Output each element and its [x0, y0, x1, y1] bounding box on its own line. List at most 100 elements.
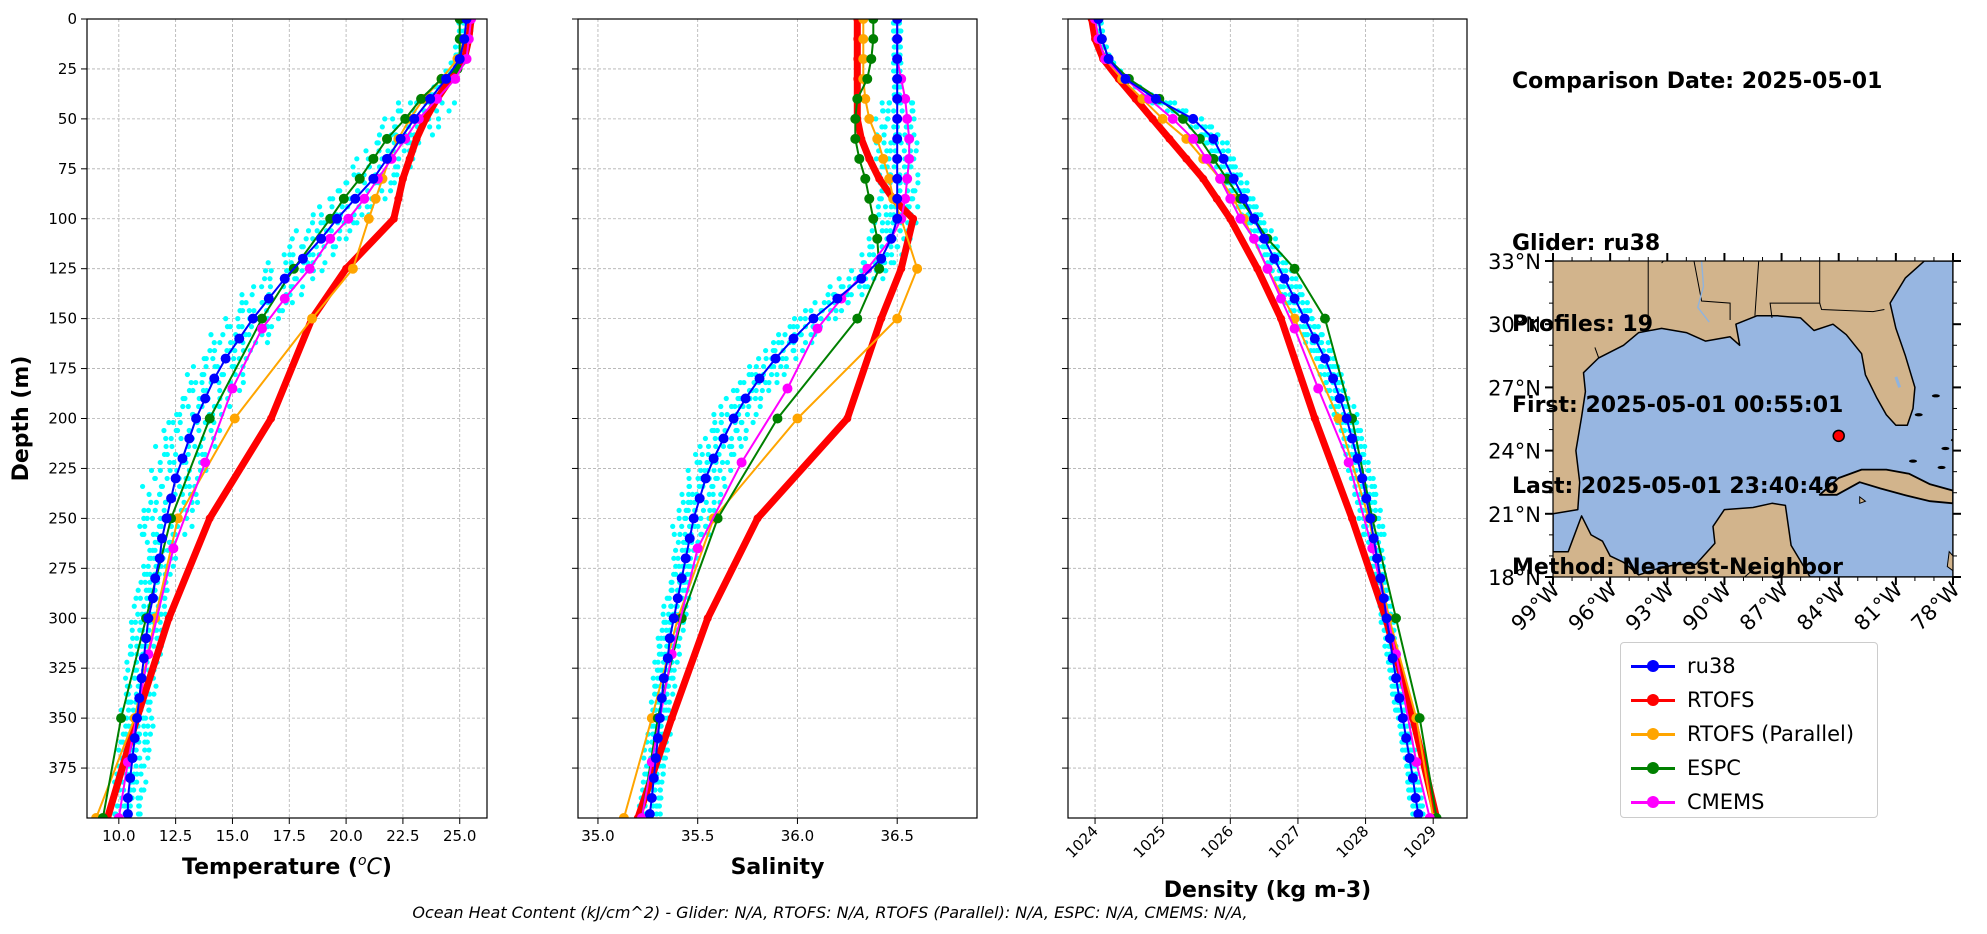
glider-profile-point [879, 220, 886, 226]
glider-profile-point [870, 252, 877, 258]
glider-profile-point [336, 236, 342, 242]
glider-profile-point [1293, 276, 1299, 282]
series-point [382, 133, 392, 144]
glider-profile-point [283, 260, 289, 266]
series-point [1259, 233, 1270, 244]
glider-profile-point [680, 499, 686, 505]
glider-profile-point [848, 292, 854, 298]
glider-profile-point [138, 771, 144, 777]
glider-profile-point [881, 140, 887, 146]
glider-profile-point [1202, 124, 1208, 130]
glider-profile-point [208, 332, 214, 338]
series-point [1390, 673, 1401, 684]
glider-profile-point [141, 763, 147, 769]
glider-profile-point [750, 419, 756, 426]
glider-profile-point [395, 164, 401, 170]
series-point [307, 313, 317, 324]
glider-profile-point [884, 252, 890, 258]
glider-profile-point [290, 252, 296, 258]
legend-label: ESPC [1687, 756, 1741, 780]
series-point [1310, 414, 1319, 423]
glider-profile-point [354, 156, 360, 162]
series-point [1182, 154, 1191, 163]
glider-profile-point [1204, 140, 1211, 146]
glider-profile-point [882, 124, 888, 130]
series-point [1228, 173, 1239, 184]
series-point [325, 233, 336, 244]
glider-profile-point [866, 252, 873, 258]
glider-profile-point [1272, 236, 1279, 242]
state-border [1819, 302, 1885, 313]
glider-profile-point [385, 148, 391, 154]
series-point [368, 153, 379, 164]
glider-profile-point [827, 284, 833, 290]
series-point [858, 19, 869, 24]
glider-profile-point [134, 771, 140, 777]
series-point [200, 457, 211, 468]
glider-profile-point [173, 451, 179, 458]
glider-profile-point [161, 427, 167, 434]
series-point [1248, 233, 1259, 244]
glider-profile-point [682, 515, 688, 521]
series-point [177, 453, 188, 464]
glider-profile-point [152, 507, 158, 513]
x-tick-label: 1025 [1130, 822, 1170, 862]
glider-profile-point [1357, 427, 1364, 434]
glider-profile-point [131, 603, 137, 609]
glider-profile-point [881, 132, 887, 138]
glider-profile-point [899, 108, 905, 114]
glider-profile-point [151, 691, 157, 697]
series-point [1390, 613, 1401, 624]
series-point [416, 93, 427, 104]
glider-profile-point [666, 699, 672, 705]
glider-profile-point [1307, 308, 1313, 314]
glider-profile-point [1297, 284, 1303, 290]
series-point [900, 93, 911, 104]
glider-profile-point [153, 683, 159, 689]
glider-profile-point [141, 787, 147, 793]
glider-profile-point [268, 268, 274, 274]
glider-profile-point [793, 355, 799, 362]
glider-profile-point [876, 212, 882, 218]
glider-profile-point [452, 44, 459, 50]
series-point [884, 173, 895, 184]
glider-profile-point [799, 347, 806, 354]
glider-profile-point [339, 204, 345, 210]
glider-profile-point [1232, 164, 1238, 170]
glider-profile-point [167, 467, 173, 474]
series-point [412, 134, 421, 143]
state-border [1754, 261, 1760, 316]
glider-profile-point [1373, 491, 1379, 498]
series-point [161, 513, 172, 524]
lon-tick-label: 78°W [1907, 577, 1965, 635]
glider-profile-point [435, 116, 442, 122]
glider-profile-point [882, 204, 889, 210]
glider-profile-point [344, 180, 350, 186]
series-point [852, 313, 863, 324]
mississippi-river [1696, 261, 1710, 323]
x-tick-label: 1026 [1197, 822, 1237, 862]
glider-profile-point [912, 188, 918, 194]
glider-profile-point [395, 100, 402, 106]
glider-profile-point [846, 276, 852, 282]
glider-profile-point [713, 443, 719, 450]
series-point [703, 614, 712, 623]
glider-profile-point [1219, 140, 1226, 146]
series-point [459, 33, 470, 44]
glider-profile-point [262, 268, 269, 274]
series-point [1188, 133, 1199, 144]
glider-profile-point [351, 172, 357, 178]
glider-profile-point [891, 124, 897, 130]
series-point [740, 393, 751, 404]
glider-profile-point [885, 116, 891, 122]
glider-profile-point [207, 347, 213, 354]
glider-profile-point [289, 236, 295, 242]
glider-profile-point [248, 324, 255, 330]
glider-profile-point [287, 244, 293, 250]
glider-profile-point [672, 547, 679, 553]
glider-profile-point [856, 284, 863, 290]
series-point [1120, 73, 1131, 84]
glider-name: Glider: ru38 [1512, 231, 1661, 256]
y-tick-label: 325 [48, 659, 77, 677]
glider-profile-point [137, 795, 144, 801]
